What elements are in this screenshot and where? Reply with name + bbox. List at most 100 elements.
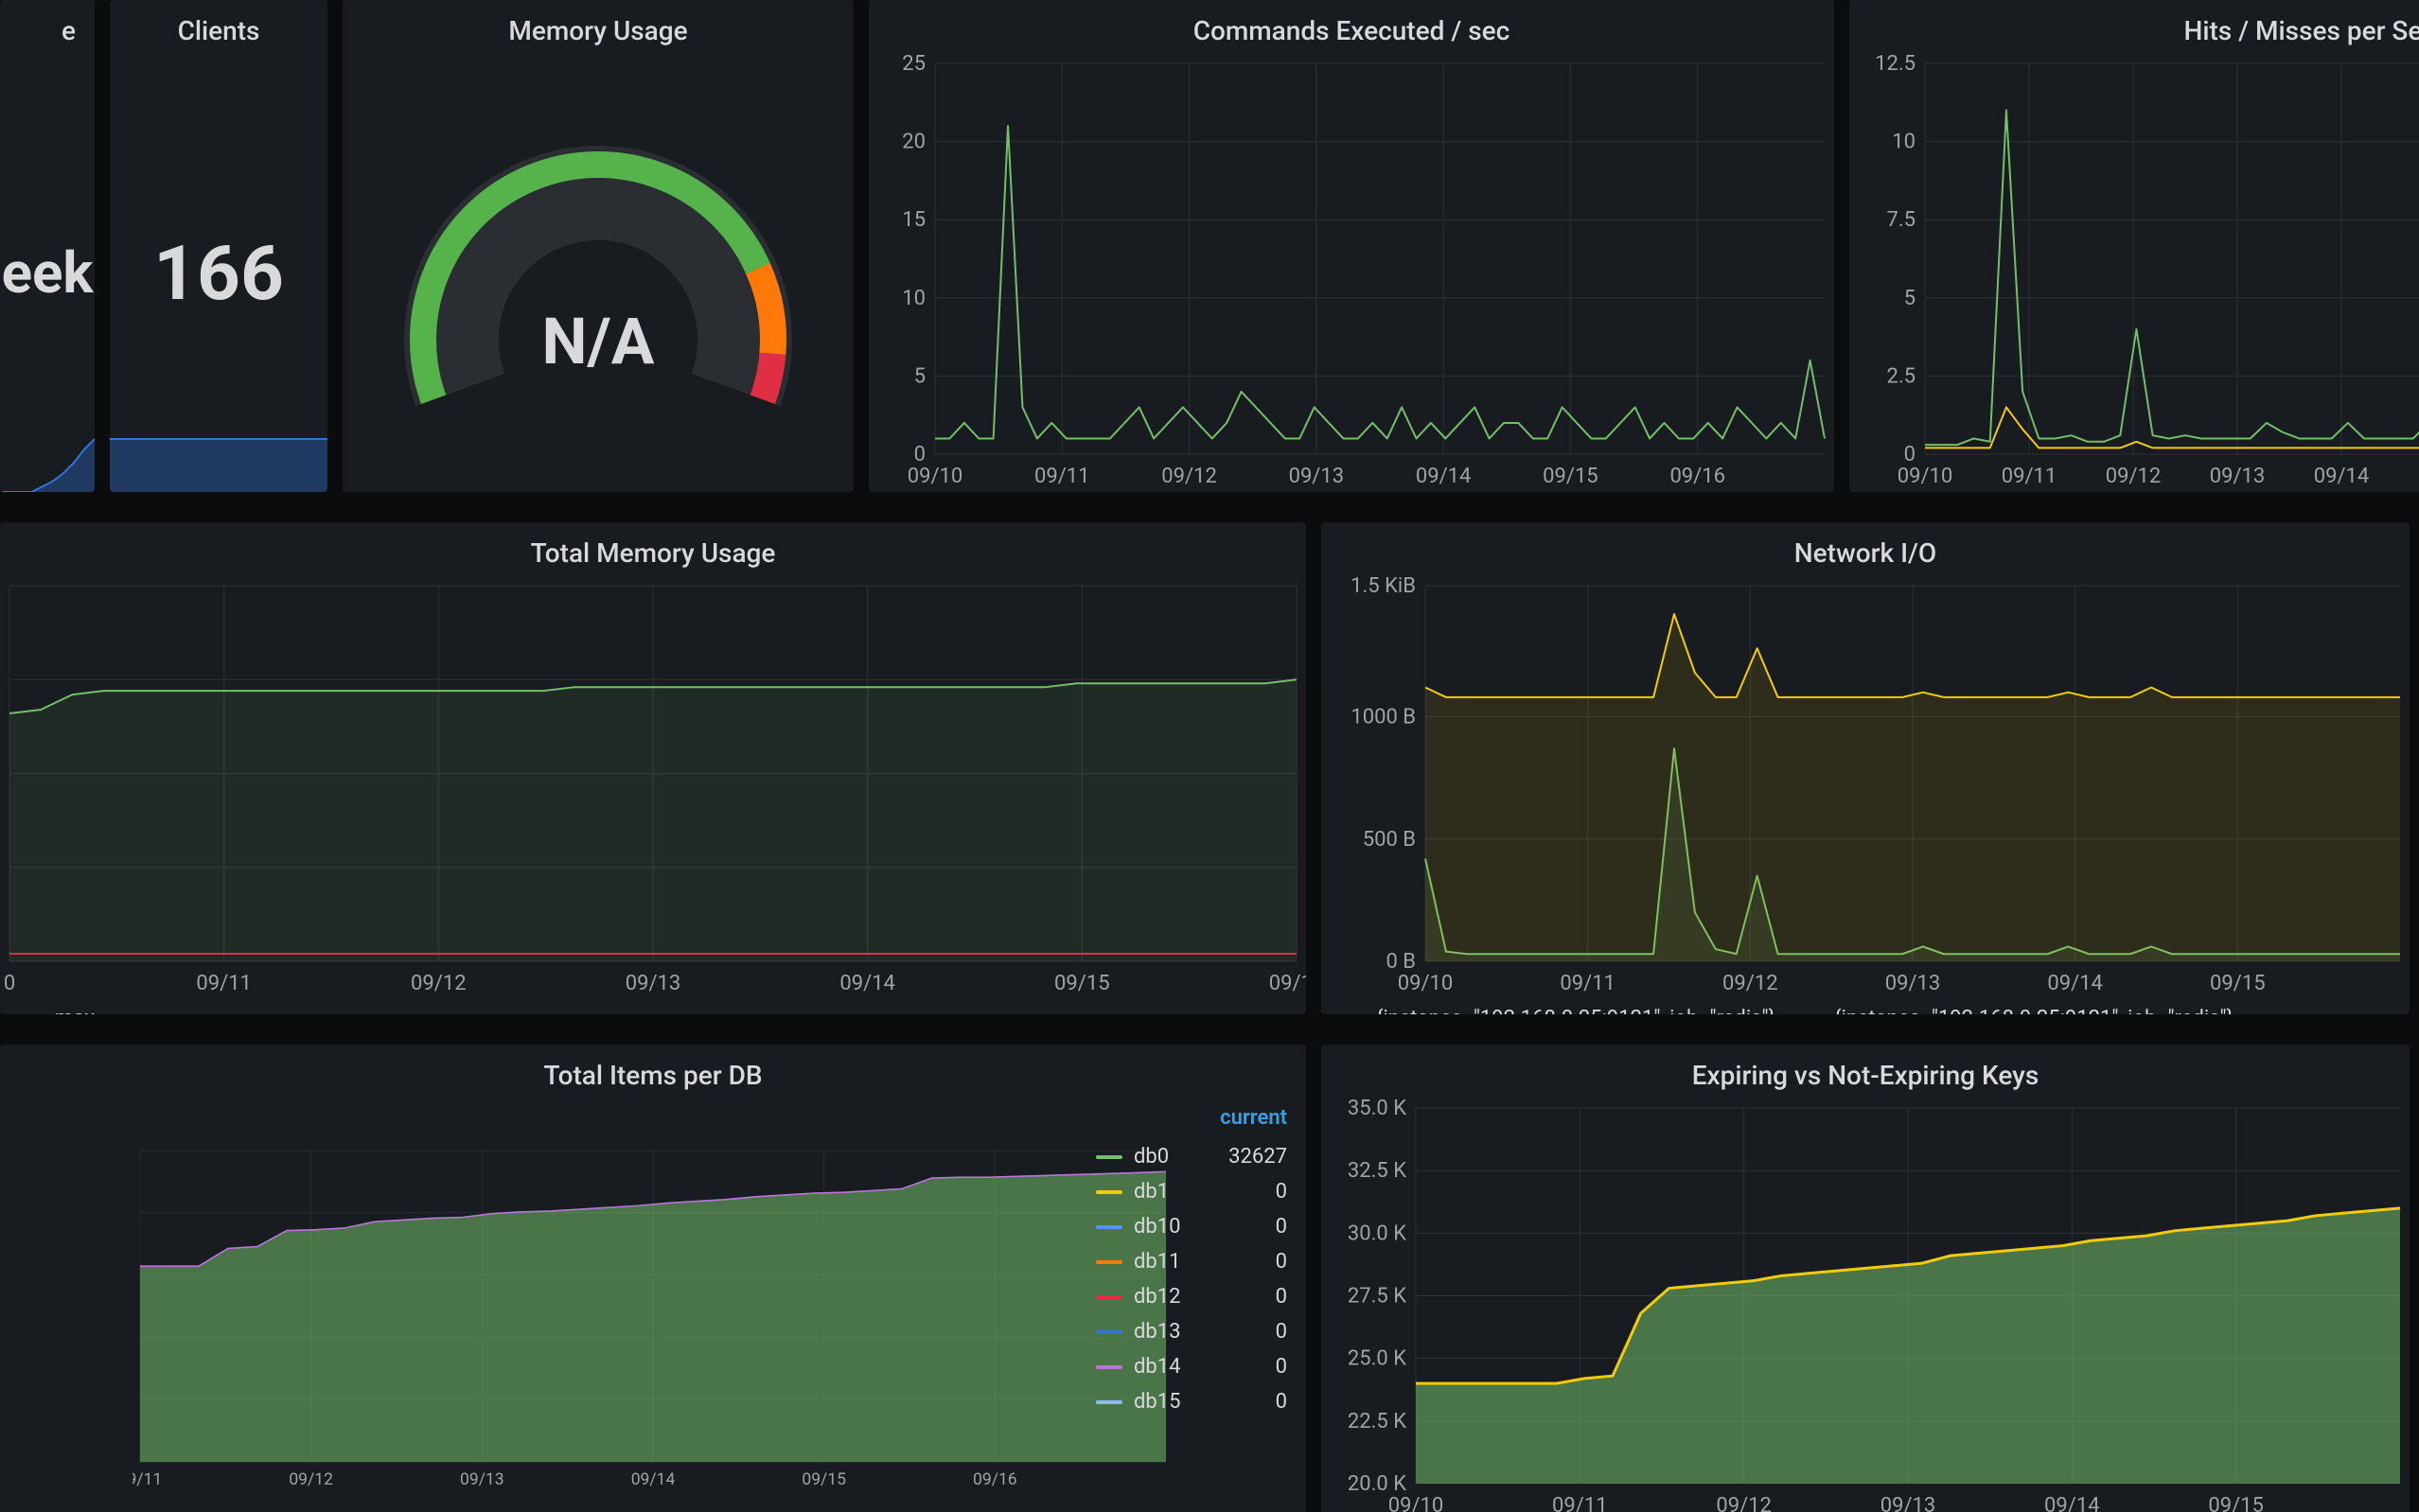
svg-text:09/13: 09/13 — [626, 972, 681, 995]
svg-text:09/11: 09/11 — [1034, 465, 1090, 488]
svg-text:09/14: 09/14 — [2044, 1494, 2100, 1512]
legend-item[interactable]: db120 — [1096, 1279, 1287, 1314]
legend-item[interactable]: db140 — [1096, 1349, 1287, 1384]
svg-text:09/13: 09/13 — [1289, 465, 1345, 488]
svg-text:09/12: 09/12 — [411, 972, 467, 995]
svg-text:09/11: 09/11 — [1552, 1494, 1608, 1512]
svg-text:09/14: 09/14 — [2047, 972, 2103, 995]
panel-title: e — [0, 0, 95, 54]
panel-memory-gauge[interactable]: Memory Usage N/A — [343, 0, 854, 492]
svg-text:09/11: 09/11 — [1560, 972, 1616, 995]
svg-text:09/13: 09/13 — [2210, 465, 2266, 488]
legend-item[interactable]: max — [19, 1007, 95, 1014]
svg-text:09/15: 09/15 — [1543, 465, 1598, 488]
svg-text:27.5 K: 27.5 K — [1348, 1285, 1406, 1309]
svg-text:09/13: 09/13 — [1880, 1494, 1936, 1512]
svg-text:09/16: 09/16 — [1269, 972, 1306, 995]
svg-text:09/10: 09/10 — [1898, 465, 1953, 488]
svg-text:0: 0 — [4, 972, 15, 995]
svg-text:09/15: 09/15 — [802, 1470, 846, 1489]
svg-text:35.0 K: 35.0 K — [1348, 1099, 1406, 1120]
network-chart[interactable]: 0 B500 B1000 B1.5 KiB09/1009/1109/1209/1… — [1321, 576, 2410, 999]
items-per-db-legend: currentdb032627db10db100db110db120db130d… — [1096, 1106, 1287, 1419]
legend-item[interactable]: db110 — [1096, 1244, 1287, 1279]
svg-text:5: 5 — [1904, 287, 1916, 310]
svg-text:10: 10 — [1892, 131, 1916, 154]
panel-commands[interactable]: Commands Executed / sec 051015202509/100… — [869, 0, 1834, 492]
legend-item[interactable]: {instance="192.168.0.25:9121", job="redi… — [1798, 1007, 2234, 1014]
legend-header: current — [1096, 1106, 1287, 1139]
network-legend: {instance="192.168.0.25:9121", job="redi… — [1321, 999, 2410, 1014]
legend-item[interactable]: db10 — [1096, 1174, 1287, 1209]
hits-chart[interactable]: 0 2.5 5 7.5 10 12.5 09/10 09/11 09/12 09/13 09/14 — [1849, 54, 2419, 492]
svg-text:25.0 K: 25.0 K — [1348, 1347, 1406, 1371]
svg-text:09/10: 09/10 — [908, 465, 963, 488]
svg-text:20.0 K: 20.0 K — [1348, 1472, 1406, 1496]
panel-title: Total Items per DB — [0, 1045, 1306, 1099]
panel-title: Memory Usage — [343, 0, 854, 54]
panel-hits[interactable]: Hits / Misses per Sec 0 2.5 5 7.5 10 12.5 09/1… — [1849, 0, 2419, 492]
panel-title: Clients — [110, 0, 327, 54]
memory-gauge: N/A — [380, 103, 816, 444]
legend-item[interactable]: db150 — [1096, 1384, 1287, 1419]
legend-item[interactable]: db032627 — [1096, 1139, 1287, 1174]
panel-title: Expiring vs Not-Expiring Keys — [1321, 1045, 2410, 1099]
svg-text:09/12: 09/12 — [289, 1470, 333, 1489]
panel-title: Total Memory Usage — [0, 522, 1306, 576]
svg-text:1000 B: 1000 B — [1351, 706, 1416, 730]
svg-text:30.0 K: 30.0 K — [1348, 1222, 1406, 1245]
svg-text:2.5: 2.5 — [1886, 364, 1916, 388]
panel-uptime[interactable]: e eek — [0, 0, 95, 492]
svg-text:09/15: 09/15 — [1054, 972, 1110, 995]
svg-text:09/10: 09/10 — [1388, 1494, 1444, 1512]
svg-text:09/14: 09/14 — [2314, 465, 2370, 488]
clients-value: 166 — [153, 229, 284, 318]
svg-text:7.5: 7.5 — [1886, 208, 1916, 232]
panel-title: Network I/O — [1321, 522, 2410, 576]
panel-items-per-db[interactable]: Total Items per DB 09/1109/1209/1309/140… — [0, 1045, 1306, 1512]
panel-title: Hits / Misses per Sec — [1849, 0, 2419, 54]
svg-text:12.5: 12.5 — [1875, 54, 1916, 76]
expiring-chart[interactable]: 20.0 K22.5 K25.0 K27.5 K30.0 K32.5 K35.0… — [1321, 1099, 2410, 1512]
svg-text:09/12: 09/12 — [1722, 972, 1778, 995]
panel-clients[interactable]: Clients 166 — [110, 0, 327, 492]
svg-text:09/14: 09/14 — [839, 972, 895, 995]
clients-spark — [110, 435, 327, 492]
svg-text:09/12: 09/12 — [2106, 465, 2162, 488]
svg-text:0: 0 — [914, 443, 926, 466]
svg-text:09/11: 09/11 — [2002, 465, 2057, 488]
total-memory-legend: max — [0, 999, 1306, 1014]
svg-text:500 B: 500 B — [1363, 828, 1416, 852]
commands-chart[interactable]: 051015202509/1009/1109/1209/1309/1409/15… — [869, 54, 1834, 492]
svg-text:09/15: 09/15 — [2208, 1494, 2264, 1512]
panel-total-memory[interactable]: Total Memory Usage 0 09/11 09/12 09/13 09/14… — [0, 522, 1306, 1014]
svg-text:N/A: N/A — [542, 304, 655, 379]
svg-text:09/13: 09/13 — [460, 1470, 504, 1489]
svg-text:09/14: 09/14 — [631, 1470, 676, 1489]
svg-text:1.5 KiB: 1.5 KiB — [1351, 576, 1416, 598]
svg-text:09/15: 09/15 — [2210, 972, 2266, 995]
panel-expiring[interactable]: Expiring vs Not-Expiring Keys 20.0 K22.5… — [1321, 1045, 2410, 1512]
svg-text:09/12: 09/12 — [1716, 1494, 1772, 1512]
legend-item[interactable]: db100 — [1096, 1209, 1287, 1244]
svg-text:09/11: 09/11 — [196, 972, 252, 995]
svg-text:10: 10 — [902, 287, 926, 310]
svg-text:0: 0 — [1904, 443, 1916, 466]
svg-text:09/11: 09/11 — [132, 1470, 162, 1489]
total-memory-chart[interactable]: 0 09/11 09/12 09/13 09/14 09/15 09/16 — [0, 576, 1306, 999]
svg-text:09/13: 09/13 — [1885, 972, 1941, 995]
legend-item[interactable]: db130 — [1096, 1314, 1287, 1349]
svg-text:09/10: 09/10 — [1398, 972, 1454, 995]
svg-text:5: 5 — [914, 364, 926, 388]
svg-text:32.5 K: 32.5 K — [1348, 1159, 1406, 1183]
svg-text:20: 20 — [902, 131, 926, 154]
panel-title: Commands Executed / sec — [869, 0, 1834, 54]
svg-text:09/16: 09/16 — [973, 1470, 1017, 1489]
panel-network[interactable]: Network I/O 0 B500 B1000 B1.5 KiB09/1009… — [1321, 522, 2410, 1014]
legend-item[interactable]: {instance="192.168.0.25:9121", job="redi… — [1340, 1007, 1775, 1014]
svg-text:09/16: 09/16 — [1669, 465, 1725, 488]
items-per-db-chart[interactable]: 09/11 09/12 09/13 09/14 09/15 09/16 — [132, 1099, 1174, 1512]
uptime-spark — [0, 435, 95, 492]
uptime-value: eek — [2, 239, 94, 307]
svg-text:09/14: 09/14 — [1416, 465, 1472, 488]
